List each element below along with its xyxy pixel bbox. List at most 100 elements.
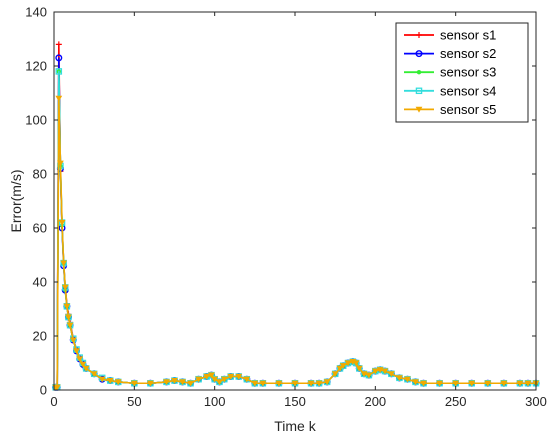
data-point [396,375,403,382]
data-point [524,380,532,387]
data-point [163,379,170,386]
data-point [79,361,87,368]
data-point [55,95,63,102]
data-point [65,314,72,321]
data-point [275,380,283,387]
legend-marker [415,87,423,95]
data-point [331,371,339,377]
data-point [365,372,373,379]
legend-label: sensor s5 [440,102,496,117]
data-point [259,380,267,387]
data-point [516,380,524,387]
data-point [60,260,68,267]
data-point [106,377,114,384]
data-point [355,365,363,372]
data-point [307,380,315,387]
data-point [130,380,138,387]
x-tick-label: 0 [50,394,57,409]
y-tick-label: 140 [25,5,47,20]
x-tick-label: 150 [284,394,306,409]
data-point [315,380,323,387]
series-s5 [52,95,540,391]
data-point [336,365,344,372]
data-point [57,160,64,167]
y-tick-label: 40 [33,275,47,290]
legend: sensor s1 sensor s2 sensor s3 sensor s4 sens… [395,22,529,123]
data-point [352,360,360,367]
legend-item-s1: sensor s1 [404,28,496,43]
data-point [381,368,389,375]
data-point [220,376,228,383]
data-point [484,380,492,387]
data-point [53,384,61,391]
legend-item-s5: sensor s5 [404,102,496,117]
legend-label: sensor s3 [440,65,496,80]
data-point [208,372,215,379]
data-point [203,373,211,380]
data-point [147,380,154,387]
data-point [468,380,476,387]
data-point [73,348,80,355]
data-point [66,322,74,329]
data-point [61,284,69,291]
x-tick-label: 100 [204,394,226,409]
x-tick-label: 50 [127,394,141,409]
series-layer [52,41,540,391]
legend-marker [416,70,422,75]
data-point [412,379,419,386]
data-point [291,380,299,387]
legend-item-s3: sensor s3 [404,65,496,80]
data-point [55,68,63,75]
data-point [187,380,194,387]
y-axis-label: Error(m/s) [8,170,24,233]
data-point [323,379,331,386]
legend-item-s4: sensor s4 [404,83,496,98]
data-point [251,380,259,387]
data-point [114,379,122,386]
legend-label: sensor s1 [440,28,496,43]
data-point [420,380,427,387]
data-point [55,54,63,62]
data-point [339,363,347,369]
legend-item-s2: sensor s2 [404,46,496,61]
y-tick-label: 100 [25,113,47,128]
axes-layer: 0 50 100 150 200 250 300 0 20 40 60 80 100 120 140 [25,5,547,410]
data-point [58,220,66,226]
data-point [500,380,508,387]
data-point [69,337,77,344]
y-tick-label: 120 [25,59,47,74]
data-point [235,373,243,380]
data-point [55,41,62,48]
data-point [344,360,352,367]
y-tick-label: 0 [40,383,47,398]
data-point [371,368,379,375]
legend-marker [415,50,423,58]
x-axis-label: Time k [274,418,316,434]
x-tick-label: 300 [525,394,547,409]
legend-label: sensor s2 [440,46,496,61]
x-tick-label: 250 [445,394,467,409]
y-tick-label: 60 [33,221,47,236]
data-point [436,380,443,387]
data-point [179,379,186,386]
data-point [404,376,411,383]
data-point [195,376,202,383]
y-tick-label: 80 [33,167,47,182]
data-point [90,371,98,377]
data-point [98,376,106,383]
legend-marker [415,106,423,113]
data-point [227,373,235,380]
data-point [76,356,84,363]
data-point [452,380,460,387]
data-point [216,379,223,386]
data-point [63,303,71,310]
x-tick-label: 200 [364,394,386,409]
legend-marker [416,32,422,38]
data-point [388,371,395,377]
legend-label: sensor s4 [440,83,496,98]
data-point [243,376,251,383]
data-point [82,365,90,372]
data-point [211,376,219,383]
